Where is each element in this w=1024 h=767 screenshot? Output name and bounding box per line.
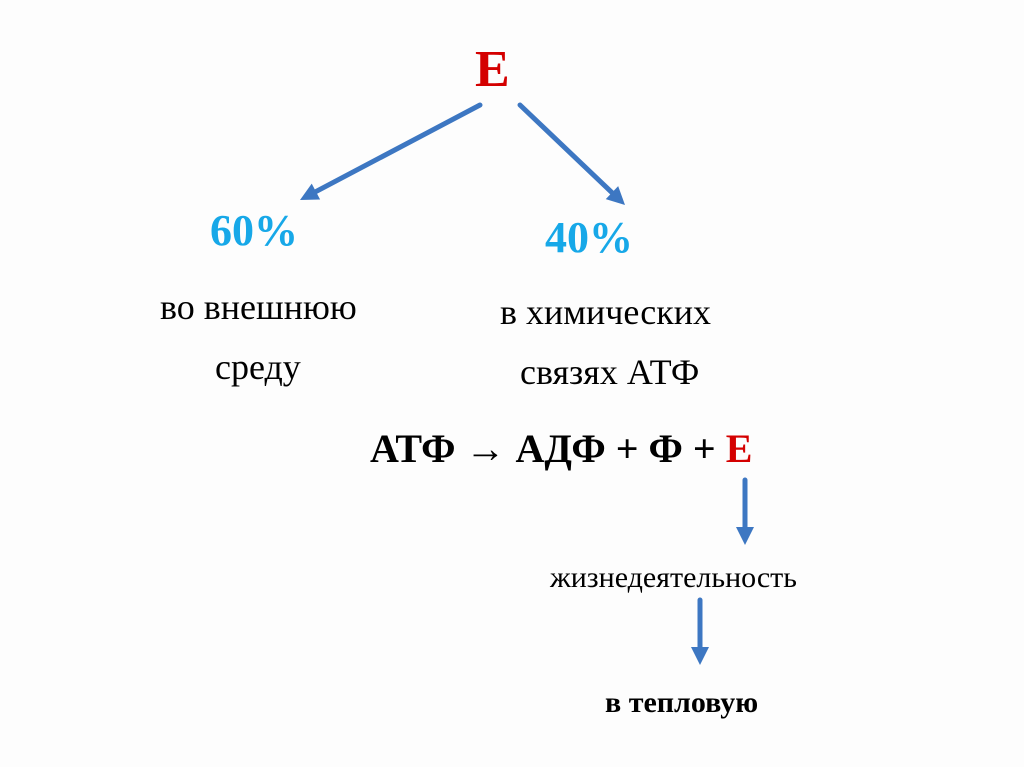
root-to-left-shaft bbox=[310, 105, 480, 195]
arrows-layer bbox=[0, 0, 1024, 767]
step1-to-step2-head bbox=[691, 647, 709, 665]
diagram-stage: Е 60% во внешнюю среду 40% в химических … bbox=[0, 0, 1024, 767]
root-to-right-shaft bbox=[520, 105, 617, 198]
eq-to-step1-head bbox=[736, 527, 754, 545]
